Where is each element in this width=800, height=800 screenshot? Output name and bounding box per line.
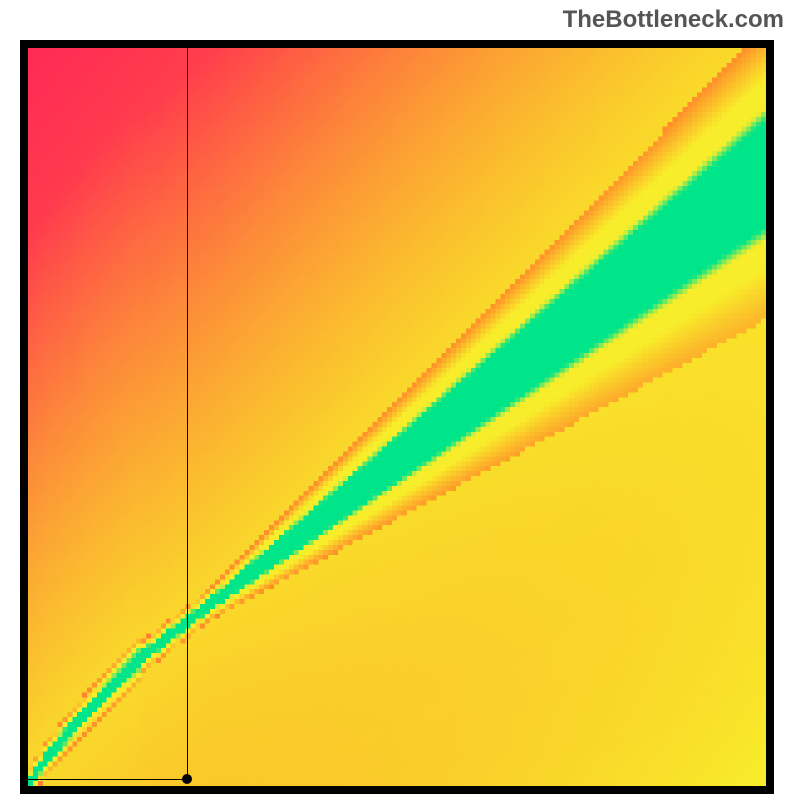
- marker-horizontal-line: [28, 779, 187, 780]
- marker-vertical-line: [187, 48, 188, 779]
- bottleneck-heatmap: [28, 48, 766, 786]
- attribution-text: TheBottleneck.com: [563, 6, 784, 34]
- marker-dot: [182, 774, 192, 784]
- chart-frame: [20, 40, 774, 794]
- chart-plot-area: [28, 48, 766, 786]
